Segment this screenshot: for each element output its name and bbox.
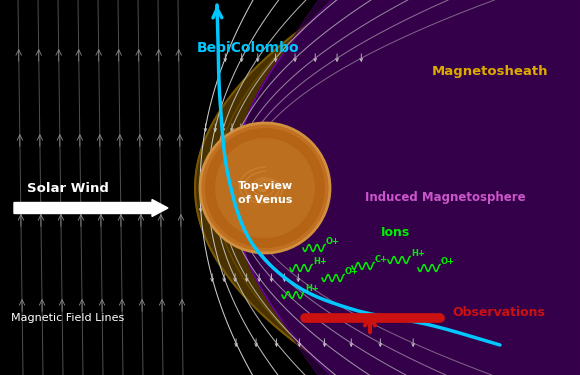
Text: Magnetosheath: Magnetosheath — [432, 66, 548, 78]
Text: H+: H+ — [313, 257, 327, 266]
Text: Observations: Observations — [452, 306, 545, 318]
Text: O+: O+ — [326, 237, 340, 246]
Text: O+: O+ — [441, 257, 455, 266]
Text: BepiColombo: BepiColombo — [197, 41, 299, 55]
Text: Induced Magnetosphere: Induced Magnetosphere — [365, 192, 525, 204]
Text: Magnetic Field Lines: Magnetic Field Lines — [12, 313, 125, 323]
Text: C+: C+ — [375, 255, 388, 264]
Text: Ions: Ions — [380, 225, 409, 238]
Circle shape — [215, 138, 315, 238]
Polygon shape — [233, 0, 580, 375]
Circle shape — [200, 123, 330, 253]
FancyArrow shape — [14, 200, 168, 216]
Text: H+: H+ — [305, 284, 319, 293]
Text: H+: H+ — [411, 249, 425, 258]
Polygon shape — [195, 0, 343, 375]
Text: Solar Wind: Solar Wind — [27, 182, 109, 195]
Text: Top-view
of Venus: Top-view of Venus — [237, 182, 292, 205]
Text: O+: O+ — [345, 267, 359, 276]
Circle shape — [205, 128, 325, 248]
